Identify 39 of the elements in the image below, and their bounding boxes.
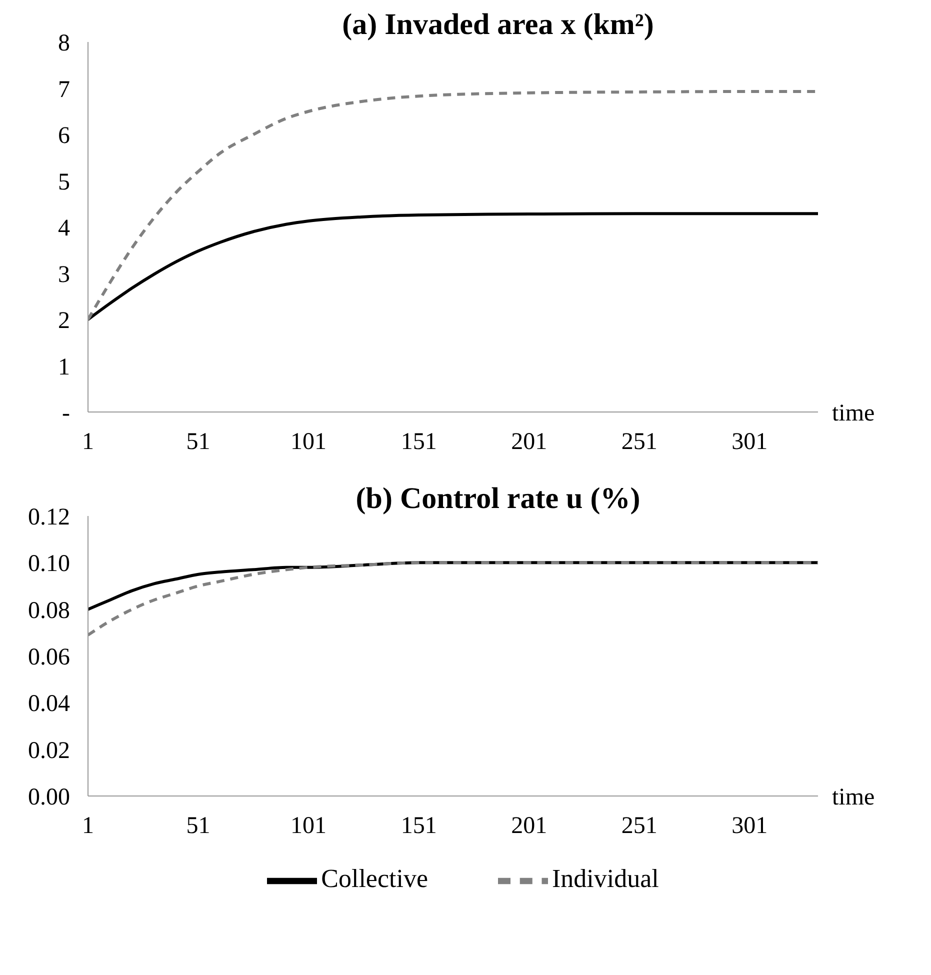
- y-tick-label: 8: [58, 30, 70, 57]
- line-series: [88, 212, 818, 321]
- chart-title: (a) Invaded area x (km²): [341, 8, 655, 42]
- legend-label: Individual: [552, 864, 659, 893]
- y-tick-label: 0.12: [28, 504, 70, 531]
- line-series: [88, 561, 818, 636]
- x-tick-label: 301: [732, 813, 768, 840]
- x-tick-label: 101: [290, 813, 327, 840]
- y-tick-label: 2: [58, 308, 70, 334]
- x-axis-title: time: [832, 400, 875, 427]
- x-tick-label: 151: [400, 813, 437, 840]
- x-tick-label: 51: [186, 429, 210, 456]
- y-tick-label: 4: [58, 216, 70, 242]
- x-tick-label: 51: [186, 813, 210, 840]
- y-tick-label: 5: [58, 169, 70, 196]
- y-tick-label: -: [62, 400, 70, 427]
- x-axis-title: time: [832, 784, 875, 811]
- x-tick-label: 301: [732, 429, 768, 456]
- y-tick-label: 3: [58, 262, 70, 288]
- x-tick-label: 1: [82, 813, 94, 840]
- x-tick-label: 201: [511, 813, 548, 840]
- y-tick-label: 6: [58, 123, 70, 150]
- y-tick-label: 0.02: [28, 738, 70, 764]
- x-tick-label: 251: [621, 429, 658, 456]
- x-tick-label: 1: [82, 429, 94, 456]
- legend-label: Collective: [321, 864, 428, 893]
- chart-title: (b) Control rate u (%): [354, 482, 642, 516]
- x-tick-label: 201: [511, 429, 548, 456]
- x-tick-label: 101: [290, 429, 327, 456]
- y-tick-label: 7: [58, 76, 70, 103]
- line-series: [88, 90, 818, 321]
- y-tick-label: 0.04: [28, 691, 70, 718]
- x-tick-label: 251: [621, 813, 658, 840]
- y-tick-label: 0.06: [28, 644, 70, 671]
- y-tick-label: 1: [58, 354, 70, 380]
- y-tick-label: 0.00: [28, 784, 70, 811]
- y-tick-label: 0.10: [28, 551, 70, 578]
- x-tick-label: 151: [400, 429, 437, 456]
- y-tick-label: 0.08: [28, 598, 70, 624]
